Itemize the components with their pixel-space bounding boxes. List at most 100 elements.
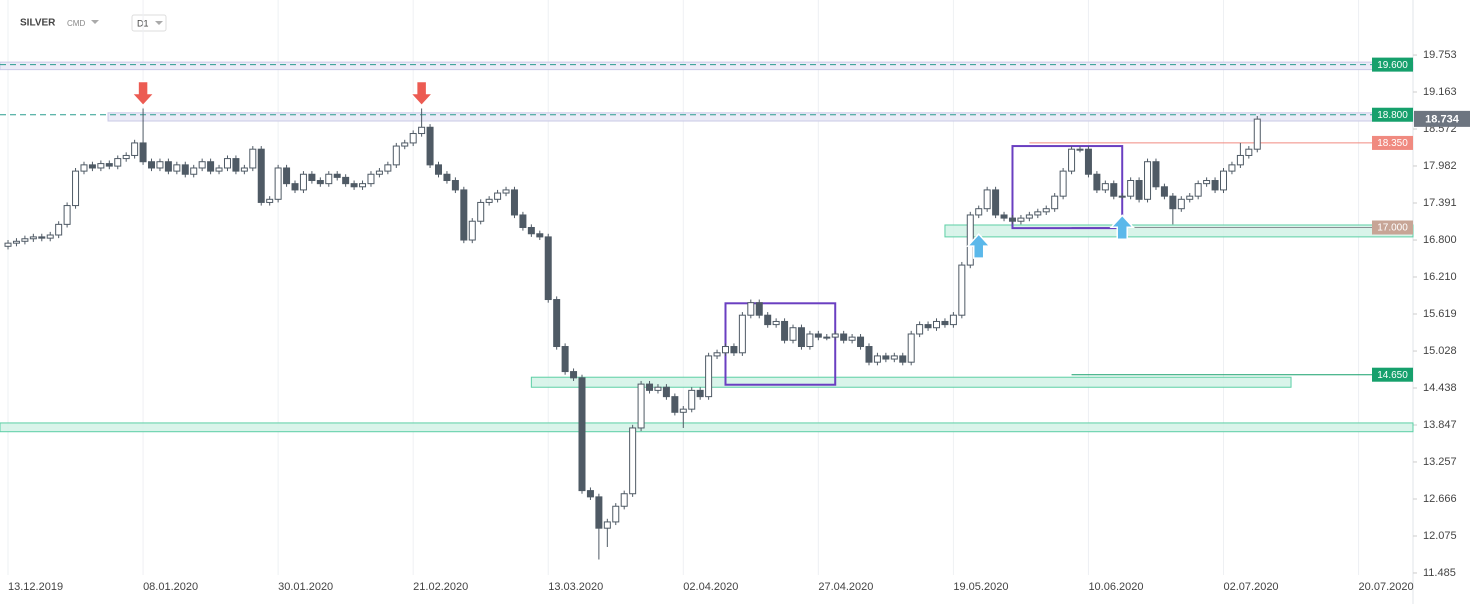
- candle-body: [114, 158, 122, 167]
- candle-body: [1051, 195, 1059, 210]
- candle-body: [662, 386, 670, 398]
- candle-body: [409, 133, 417, 144]
- x-tick-label: 13.03.2020: [548, 581, 603, 593]
- x-tick-label: 08.01.2020: [143, 581, 198, 593]
- candle-body: [1084, 148, 1092, 175]
- x-tick-label: 30.01.2020: [278, 581, 333, 593]
- y-tick-label: 12.075: [1423, 530, 1457, 542]
- candle-body: [1245, 148, 1253, 156]
- candle-body: [451, 180, 459, 191]
- candle-body: [198, 161, 206, 169]
- candle-body: [97, 163, 105, 169]
- candle-body: [958, 264, 966, 316]
- candle-body: [1068, 148, 1076, 172]
- y-tick-label: 11.485: [1423, 567, 1456, 579]
- candle-body: [1144, 161, 1152, 200]
- candle-body: [730, 346, 738, 354]
- candle-body: [595, 496, 603, 529]
- candle-body: [181, 164, 189, 175]
- last-price-label: 18.734: [1425, 113, 1460, 125]
- x-tick-label: 27.04.2020: [818, 581, 873, 593]
- candle-body: [325, 173, 333, 185]
- candle-body: [460, 189, 468, 241]
- dropdown-icon[interactable]: [91, 20, 99, 24]
- x-tick-label: 10.06.2020: [1088, 581, 1143, 593]
- interval-select[interactable]: [131, 14, 167, 32]
- candle-body: [266, 198, 274, 203]
- candle-body: [29, 236, 37, 240]
- candle-body: [1135, 180, 1143, 200]
- candle-body: [924, 324, 932, 329]
- candle-body: [620, 493, 628, 507]
- candle-body: [1203, 180, 1211, 185]
- candle-body: [696, 389, 704, 398]
- level-tag: [1372, 57, 1413, 72]
- candle-body: [384, 164, 392, 172]
- y-tick-label: 19.753: [1423, 49, 1457, 61]
- level-tag: [1372, 367, 1413, 382]
- candle-body: [494, 192, 502, 200]
- candle-body: [1211, 180, 1219, 191]
- candle-body: [646, 383, 654, 391]
- candle-body: [1017, 217, 1025, 222]
- candle-body: [1093, 173, 1101, 191]
- level-label: 18.350: [1377, 138, 1408, 149]
- candle-body: [1000, 214, 1008, 219]
- candle-body: [738, 314, 746, 354]
- candle-body: [1177, 198, 1185, 210]
- candle-body: [612, 505, 620, 523]
- candle-body: [882, 355, 890, 360]
- candle-body: [510, 189, 518, 216]
- symbol: SILVER: [20, 18, 56, 29]
- candle-body: [249, 148, 257, 169]
- candle-body: [291, 183, 299, 191]
- candle-body: [747, 302, 755, 316]
- candle-body: [586, 490, 594, 498]
- level-label: 19.600: [1377, 60, 1408, 71]
- candle-body: [721, 346, 729, 354]
- candle-body: [899, 355, 907, 363]
- candle-body: [148, 161, 156, 169]
- candle-body: [705, 355, 713, 398]
- x-tick-label: 02.04.2020: [683, 581, 738, 593]
- y-tick-label: 17.982: [1423, 160, 1457, 172]
- signal-arrow: [130, 80, 156, 107]
- candle-body: [1025, 214, 1033, 219]
- candle-body: [1034, 211, 1042, 216]
- candle-body: [156, 161, 164, 169]
- candle-body: [215, 167, 223, 172]
- candle-body: [105, 163, 113, 167]
- zone: [0, 422, 1414, 433]
- y-tick-label: 12.666: [1423, 493, 1457, 505]
- candle-body: [274, 167, 282, 200]
- y-tick-label: 15.028: [1423, 345, 1457, 357]
- level-tag: [1372, 107, 1413, 122]
- candle-body: [629, 427, 637, 495]
- candle-body: [1076, 148, 1084, 151]
- candle-body: [975, 208, 983, 216]
- level-label: 18.800: [1377, 110, 1408, 121]
- candle-body: [857, 336, 865, 348]
- candle-body: [38, 236, 46, 239]
- candle-body: [679, 408, 687, 413]
- candle-body: [941, 320, 949, 326]
- candle-body: [316, 180, 324, 185]
- candle-body: [764, 314, 772, 326]
- candle-body: [1118, 195, 1126, 198]
- candle-body: [1110, 183, 1118, 197]
- x-tick-label: 13.12.2019: [8, 581, 63, 593]
- candle-body: [232, 158, 240, 172]
- candle-body: [806, 333, 814, 348]
- candle-body: [1220, 170, 1228, 191]
- candle-body: [603, 521, 611, 529]
- zone: [530, 376, 1292, 388]
- candle-body: [578, 377, 586, 492]
- candle-body: [916, 324, 924, 335]
- candle-body: [561, 346, 569, 373]
- candle-body: [477, 201, 485, 222]
- candle-body: [21, 238, 29, 242]
- candle-body: [1042, 208, 1050, 213]
- candle-body: [519, 214, 527, 228]
